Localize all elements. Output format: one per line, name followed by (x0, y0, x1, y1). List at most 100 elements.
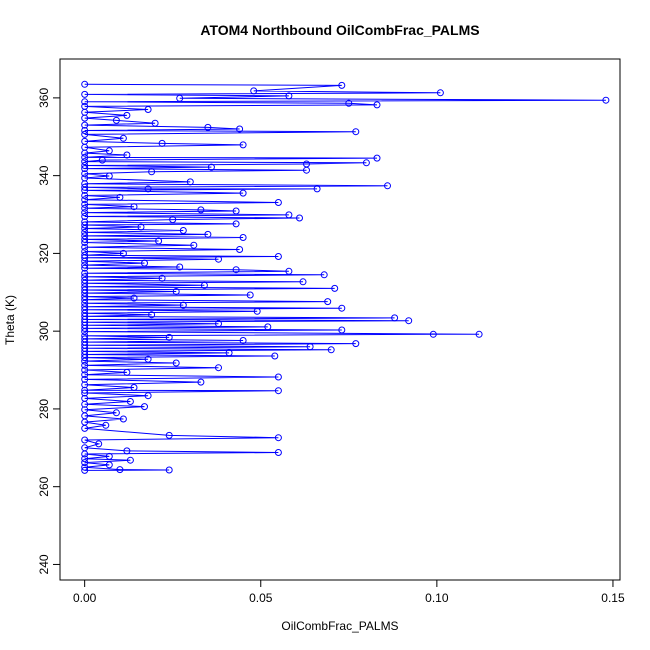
data-point (81, 257, 89, 265)
plot-area (81, 80, 610, 474)
data-point (200, 281, 208, 289)
data-point (179, 301, 187, 309)
data-point (81, 299, 89, 307)
x-tick-label: 0.00 (73, 591, 97, 605)
data-point (116, 193, 124, 201)
data-point (98, 156, 106, 164)
data-point (151, 119, 159, 127)
data-point (81, 186, 89, 194)
data-point (81, 463, 89, 471)
data-point (81, 306, 89, 314)
data-point (81, 361, 89, 369)
data-point (299, 278, 307, 286)
data-point (158, 274, 166, 282)
data-point (141, 403, 148, 411)
data-point (475, 330, 483, 338)
x-tick-label: 0.05 (249, 591, 273, 605)
data-point (207, 163, 215, 171)
data-point (338, 81, 346, 89)
data-point (81, 180, 89, 188)
chart-title: ATOM4 Northbound OilCombFrac_PALMS (200, 22, 479, 38)
data-point (155, 237, 163, 245)
data-point (137, 223, 145, 231)
data-point (81, 296, 89, 304)
data-point (250, 87, 258, 95)
data-point (130, 203, 138, 211)
data-point (130, 384, 138, 391)
data-point (176, 263, 184, 271)
data-point (119, 134, 127, 142)
data-point (81, 127, 89, 134)
data-point (81, 357, 89, 365)
data-point (81, 170, 89, 178)
data-point (338, 304, 346, 312)
data-point (176, 94, 184, 102)
data-point (123, 368, 131, 376)
data-point (81, 366, 89, 374)
data-point (204, 230, 212, 238)
data-point (313, 185, 321, 193)
data-point (232, 220, 240, 228)
data-point (141, 259, 148, 267)
data-point (345, 99, 353, 107)
data-point (429, 330, 437, 338)
data-point (81, 213, 89, 220)
y-tick-label: 300 (37, 321, 51, 341)
data-point (384, 182, 391, 190)
data-point (81, 289, 89, 297)
data-point (81, 273, 89, 281)
data-point (81, 239, 89, 246)
y-tick-label: 240 (37, 554, 51, 574)
data-point (105, 461, 113, 469)
data-point (81, 243, 89, 251)
data-point (81, 158, 89, 166)
data-point (274, 253, 282, 260)
data-point (123, 151, 131, 159)
data-point (126, 456, 134, 464)
data-point (253, 307, 261, 315)
data-point (130, 294, 138, 302)
data-point (236, 246, 244, 253)
data-point (172, 359, 180, 367)
data-point (274, 434, 282, 442)
data-point (165, 333, 173, 341)
data-point (81, 130, 89, 138)
data-point (324, 298, 332, 306)
x-axis: 0.00 0.05 0.10 0.15 (73, 579, 625, 605)
data-point (362, 159, 370, 167)
data-point (158, 139, 166, 147)
y-tick-label: 360 (37, 88, 51, 108)
data-point (81, 328, 89, 336)
data-point (123, 447, 131, 455)
data-point (81, 400, 89, 408)
data-point (81, 459, 89, 467)
data-point (81, 293, 89, 301)
data-point (239, 234, 247, 241)
data-point (81, 209, 89, 217)
data-point (197, 206, 205, 214)
data-point (232, 207, 240, 215)
data-point (81, 375, 89, 383)
data-point (81, 303, 89, 311)
data-point (327, 346, 335, 354)
data-point (232, 266, 240, 274)
data-point (186, 178, 194, 186)
data-point (285, 267, 293, 275)
data-point (95, 440, 103, 448)
data-point (352, 128, 360, 136)
data-point (285, 92, 293, 100)
x-axis-label: OilCombFrac_PALMS (281, 619, 398, 633)
y-axis-label: Theta (K) (3, 295, 17, 345)
data-point (391, 314, 399, 322)
data-point (274, 449, 282, 456)
data-point (215, 255, 222, 263)
data-point (225, 349, 233, 357)
data-point (338, 326, 346, 334)
data-point (81, 276, 89, 284)
data-point (112, 116, 120, 124)
data-point (81, 354, 89, 362)
data-point (105, 147, 113, 155)
data-point (102, 421, 110, 429)
data-point (373, 101, 381, 109)
data-point (112, 409, 120, 417)
